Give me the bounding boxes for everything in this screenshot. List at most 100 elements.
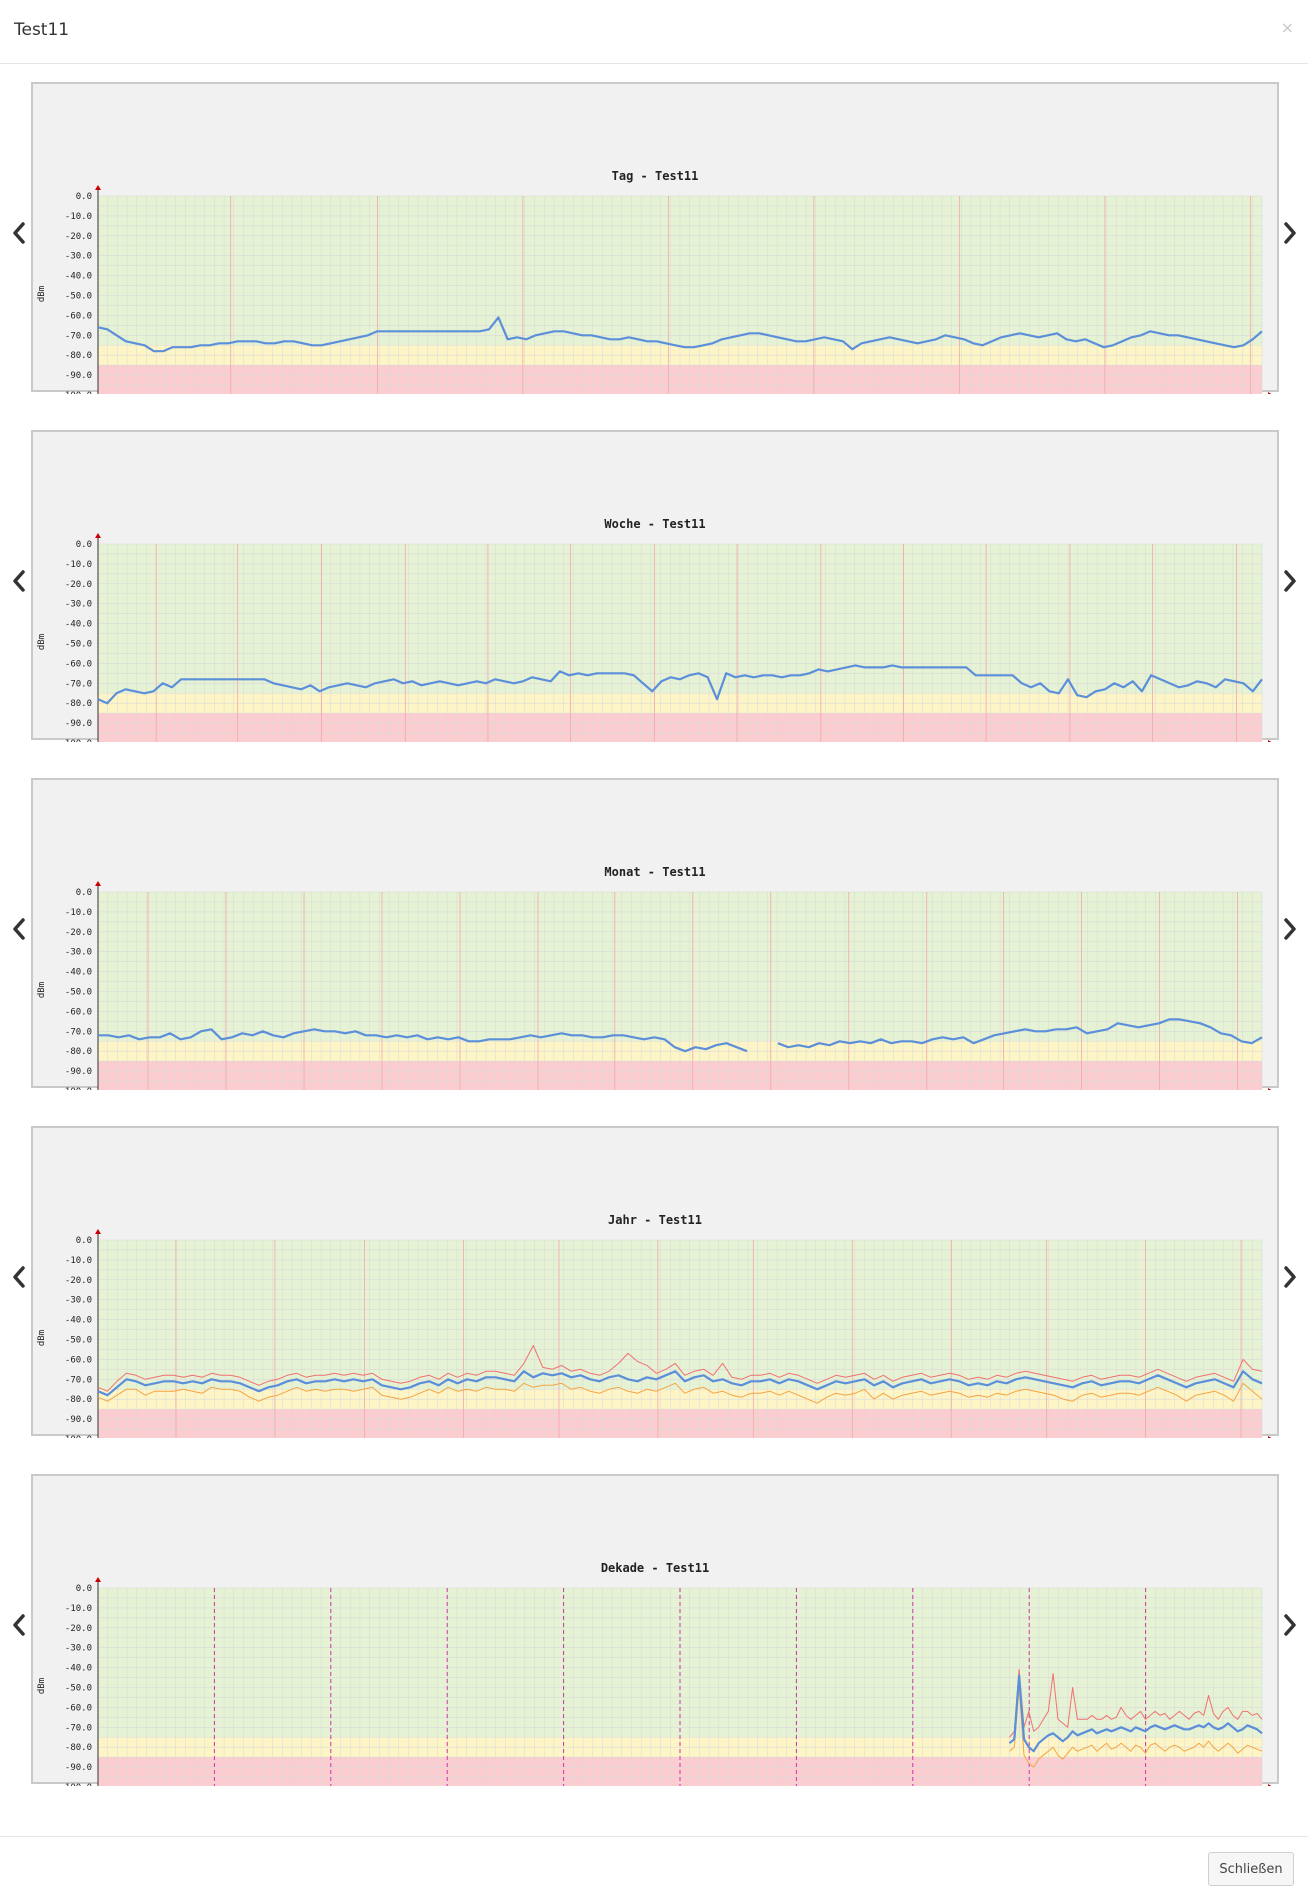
y-tick-label: -60.0: [65, 1355, 92, 1365]
y-tick-label: -50.0: [65, 988, 92, 998]
series-line-min: [1009, 1687, 1263, 1768]
y-tick-label: -40.0: [65, 968, 92, 978]
grid: [97, 543, 1263, 742]
y-tick-label: -40.0: [65, 620, 92, 630]
y-tick-label: -30.0: [65, 600, 92, 610]
y-axis-arrow: [95, 881, 101, 886]
graph-title: Dekade - Test11: [601, 1561, 709, 1575]
y-axis-label: dBm: [37, 1678, 47, 1694]
y-tick-label: -10.0: [65, 908, 92, 918]
chevron-left-icon: [13, 570, 25, 592]
graph-canvas: Dekade - Test11 0.0 -10.0 -20.0 -30.0 -40.0 -5…: [37, 1561, 1272, 1786]
y-tick-label: -60.0: [65, 1703, 92, 1713]
series-line-avg: [1008, 1674, 1263, 1753]
next-graph-button[interactable]: [1279, 556, 1301, 606]
x-axis-arrow: [1268, 740, 1272, 742]
graph-canvas: Woche - Test11 0.0 -10.0 -20.0 -30.0 -40.0 -50…: [37, 517, 1272, 742]
next-graph-button[interactable]: [1279, 208, 1301, 258]
graph-title: Woche - Test11: [604, 517, 705, 531]
chevron-path: [13, 1614, 25, 1636]
chevron-right-icon: [1284, 918, 1296, 940]
modal-footer: Schließen: [0, 1836, 1308, 1898]
previous-graph-button[interactable]: [8, 1252, 30, 1302]
graph-title: Tag - Test11: [612, 169, 699, 183]
series-line-avg: [97, 664, 1263, 705]
chevron-left-icon: [13, 1614, 25, 1636]
y-tick-label: -100.0: [59, 739, 92, 742]
chevron-left-icon: [13, 222, 25, 244]
y-axis-arrow: [95, 1577, 101, 1582]
y-tick-label: -70.0: [65, 331, 92, 341]
y-tick-label: -80.0: [65, 699, 92, 709]
y-axis-label: dBm: [37, 982, 47, 998]
y-tick-label: -20.0: [65, 1276, 92, 1286]
chevron-path: [13, 918, 25, 940]
y-axis-label: dBm: [37, 1330, 47, 1346]
y-tick-label: 0.0: [76, 1236, 92, 1246]
chevron-path: [1284, 1266, 1296, 1288]
chevron-right-icon: [1284, 1614, 1296, 1636]
series-line-max: [1009, 1669, 1263, 1738]
grid: [97, 891, 1263, 1090]
series-line-avg: [97, 1370, 1263, 1397]
y-tick-label: -50.0: [65, 1684, 92, 1694]
chevron-path: [13, 1266, 25, 1288]
y-tick-label: -30.0: [65, 1296, 92, 1306]
y-tick-label: -100.0: [59, 1783, 92, 1786]
previous-graph-button[interactable]: [8, 1600, 30, 1650]
graph-block: Tag - Test11 0.0 -10.0 -20.0 -30.0 -40.0 -50.0…: [0, 82, 1308, 394]
next-graph-button[interactable]: [1279, 1600, 1301, 1650]
y-tick-label: -20.0: [65, 928, 92, 938]
close-button[interactable]: Schließen: [1208, 1852, 1294, 1886]
y-axis-arrow: [95, 533, 101, 538]
y-tick-label: -90.0: [65, 371, 92, 381]
previous-graph-button[interactable]: [8, 904, 30, 954]
y-tick-label: -60.0: [65, 311, 92, 321]
y-tick-label: -80.0: [65, 1395, 92, 1405]
y-tick-label: -20.0: [65, 580, 92, 590]
y-tick-label: -70.0: [65, 1027, 92, 1037]
y-tick-label: -90.0: [65, 1415, 92, 1425]
y-tick-label: -40.0: [65, 1664, 92, 1674]
y-tick-label: -50.0: [65, 292, 92, 302]
y-tick-label: 0.0: [76, 540, 92, 550]
grid: [97, 1587, 1263, 1786]
previous-graph-button[interactable]: [8, 556, 30, 606]
x-axis-arrow: [1268, 392, 1272, 394]
chevron-path: [13, 570, 25, 592]
y-tick-label: -100.0: [59, 391, 92, 394]
y-tick-label: -100.0: [59, 1435, 92, 1438]
graph-block: Dekade - Test11 0.0 -10.0 -20.0 -30.0 -40.0 -5…: [0, 1474, 1308, 1786]
previous-graph-button[interactable]: [8, 208, 30, 258]
grid: [97, 1239, 1263, 1438]
y-tick-label: -20.0: [65, 1624, 92, 1634]
y-tick-label: -100.0: [59, 1087, 92, 1090]
y-tick-label: -30.0: [65, 948, 92, 958]
y-axis-arrow: [95, 1229, 101, 1234]
next-graph-button[interactable]: [1279, 1252, 1301, 1302]
graph-canvas: Jahr - Test11 0.0 -10.0 -20.0 -30.0 -40.0 -50.…: [37, 1213, 1272, 1438]
y-axis-arrow: [95, 185, 101, 190]
grid: [97, 195, 1263, 394]
close-icon[interactable]: ×: [1280, 18, 1294, 37]
series-line-min: [97, 1382, 1263, 1404]
y-tick-label: -90.0: [65, 1067, 92, 1077]
chevron-right-icon: [1284, 570, 1296, 592]
y-tick-label: -20.0: [65, 232, 92, 242]
y-axis-label: dBm: [37, 634, 47, 650]
graph-title: Jahr - Test11: [608, 1213, 702, 1227]
y-tick-label: -70.0: [65, 1723, 92, 1733]
chevron-right-icon: [1284, 1266, 1296, 1288]
y-tick-label: -30.0: [65, 252, 92, 262]
next-graph-button[interactable]: [1279, 904, 1301, 954]
x-axis-arrow: [1268, 1784, 1272, 1786]
y-tick-label: -60.0: [65, 1007, 92, 1017]
y-tick-label: -50.0: [65, 640, 92, 650]
y-tick-label: -40.0: [65, 1316, 92, 1326]
y-tick-label: -70.0: [65, 1375, 92, 1385]
graph-block: Woche - Test11 0.0 -10.0 -20.0 -30.0 -40.0 -50…: [0, 430, 1308, 742]
y-tick-label: -80.0: [65, 351, 92, 361]
y-tick-label: -30.0: [65, 1644, 92, 1654]
y-tick-label: -10.0: [65, 560, 92, 570]
y-tick-label: 0.0: [76, 1584, 92, 1594]
